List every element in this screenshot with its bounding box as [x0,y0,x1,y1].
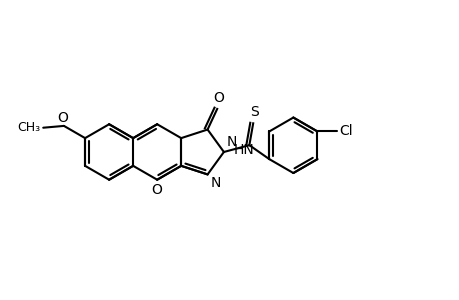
Text: O: O [57,111,68,125]
Text: N: N [226,135,237,149]
Text: HN: HN [233,143,254,157]
Text: O: O [213,91,223,105]
Text: N: N [210,176,220,190]
Text: CH₃: CH₃ [17,121,40,134]
Text: Cl: Cl [338,124,352,138]
Text: S: S [249,105,258,119]
Text: O: O [151,183,162,197]
